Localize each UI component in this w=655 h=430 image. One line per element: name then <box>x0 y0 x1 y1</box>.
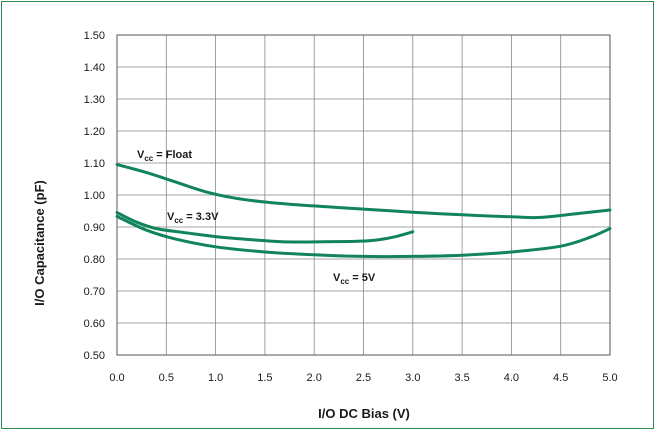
plot-area <box>116 34 611 356</box>
x-tick-label: 2.5 <box>356 372 371 384</box>
y-tick-label: 1.10 <box>84 158 105 170</box>
annotation-vcc-3v3: Vcc = 3.3V <box>167 211 219 225</box>
y-tick-label: 0.80 <box>84 254 105 266</box>
y-tick-labels: 0.50 0.60 0.70 0.80 0.90 1.00 1.10 1.20 1.30 1.40… <box>84 30 105 362</box>
x-axis-title: I/O DC Bias (V) <box>318 406 410 421</box>
y-axis-title: I/O Capacitance (pF) <box>32 180 47 306</box>
x-tick-label: 0.0 <box>109 372 124 384</box>
y-tick-label: 0.50 <box>84 350 105 362</box>
y-tick-label: 1.50 <box>84 30 105 42</box>
x-tick-label: 2.0 <box>307 372 322 384</box>
x-tick-labels: 0.0 0.5 1.0 1.5 2.0 2.5 3.0 3.5 4.0 4.5 5.0 <box>109 372 617 384</box>
series-line-vcc-5v <box>115 214 612 259</box>
x-tick-label: 3.5 <box>454 372 469 384</box>
y-tick-label: 0.90 <box>84 222 105 234</box>
annotation-vcc-float: Vcc = Float <box>137 149 192 163</box>
y-tick-label: 1.00 <box>84 190 105 202</box>
grid <box>116 34 611 356</box>
annotation-vcc-5v: Vcc = 5V <box>333 272 376 286</box>
y-tick-label: 1.30 <box>84 94 105 106</box>
series-line-vcc-3v3 <box>115 211 415 244</box>
y-tick-label: 0.60 <box>84 318 105 330</box>
x-tick-label: 4.5 <box>553 372 568 384</box>
series-line-vcc-float <box>115 163 612 220</box>
x-tick-label: 5.0 <box>602 372 617 384</box>
y-tick-label: 1.20 <box>84 126 105 138</box>
y-tick-label: 1.40 <box>84 62 105 74</box>
y-tick-label: 0.70 <box>84 286 105 298</box>
x-tick-label: 4.0 <box>504 372 519 384</box>
x-tick-label: 3.0 <box>405 372 420 384</box>
x-tick-label: 1.5 <box>257 372 272 384</box>
x-tick-label: 0.5 <box>159 372 174 384</box>
x-tick-label: 1.0 <box>208 372 223 384</box>
series-lines <box>115 163 612 259</box>
